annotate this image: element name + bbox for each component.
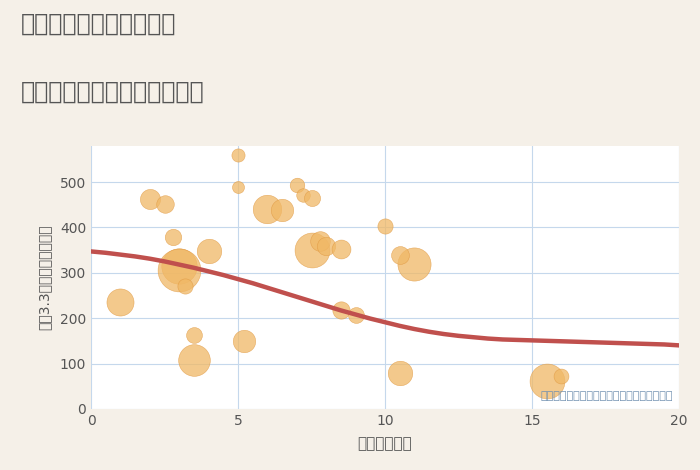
- Point: [306, 246, 317, 254]
- Point: [315, 237, 326, 245]
- Point: [276, 206, 288, 214]
- Point: [232, 183, 244, 190]
- Y-axis label: 坪（3.3㎡）単価（万円）: 坪（3.3㎡）単価（万円）: [37, 225, 51, 330]
- Point: [379, 222, 391, 230]
- Point: [291, 181, 302, 189]
- Point: [115, 298, 126, 306]
- Point: [188, 357, 199, 364]
- Text: 東京都西多摩郡瑞穂町の: 東京都西多摩郡瑞穂町の: [21, 12, 176, 36]
- Point: [168, 234, 179, 241]
- Point: [394, 369, 405, 376]
- Point: [350, 311, 361, 319]
- Point: [335, 306, 346, 314]
- Text: 駅距離別中古マンション価格: 駅距離別中古マンション価格: [21, 80, 204, 104]
- X-axis label: 駅距離（分）: 駅距離（分）: [358, 436, 412, 451]
- Point: [409, 260, 420, 267]
- Point: [144, 196, 155, 203]
- Point: [203, 248, 214, 255]
- Point: [556, 372, 567, 380]
- Point: [394, 251, 405, 258]
- Point: [297, 191, 308, 198]
- Point: [541, 377, 552, 384]
- Point: [232, 151, 244, 158]
- Point: [159, 200, 170, 208]
- Text: 円の大きさは、取引のあった物件面積を示す: 円の大きさは、取引のあった物件面積を示す: [540, 391, 673, 401]
- Point: [335, 245, 346, 252]
- Point: [179, 282, 190, 290]
- Point: [306, 194, 317, 202]
- Point: [321, 242, 332, 249]
- Point: [188, 331, 199, 339]
- Point: [262, 205, 273, 213]
- Point: [174, 267, 185, 274]
- Point: [174, 262, 185, 270]
- Point: [238, 337, 249, 345]
